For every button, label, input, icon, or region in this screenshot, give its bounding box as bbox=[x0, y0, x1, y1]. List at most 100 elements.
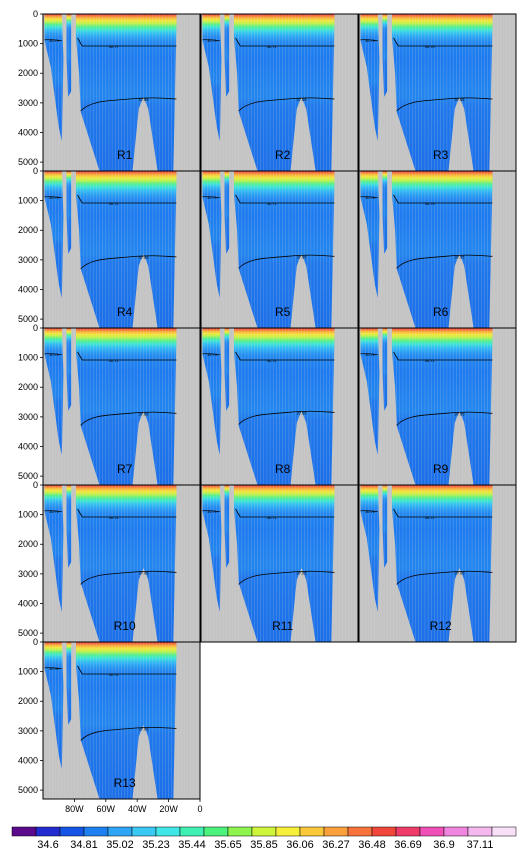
panel-r6: 36.79 36.79 37.05 R6 bbox=[358, 170, 517, 329]
deep-contour bbox=[80, 570, 177, 585]
x-tick-label: 0 bbox=[197, 804, 202, 814]
y-tick-label: 0 bbox=[33, 480, 38, 490]
colorbar-swatch bbox=[323, 826, 349, 837]
contours bbox=[44, 194, 177, 270]
contour-label: 36.71 bbox=[49, 352, 60, 357]
y-tick-label: 2000 bbox=[18, 68, 38, 78]
colorbar-swatch bbox=[131, 826, 157, 837]
contour-label: 37.05 bbox=[138, 97, 149, 102]
contour-label: 36.74 bbox=[267, 358, 278, 363]
mid-contour bbox=[393, 194, 493, 204]
panel-r10: 36.71 36.71 37.05 R10 0 1000 2000 3000 4000 5000 bbox=[18, 480, 201, 643]
y-tick-label: 1000 bbox=[18, 510, 38, 520]
x-tick-label: 40W bbox=[128, 804, 147, 814]
deep-contour bbox=[80, 97, 177, 112]
y-tick-label: 5000 bbox=[18, 785, 38, 795]
y-tick-label: 4000 bbox=[18, 755, 38, 765]
narrow-strip bbox=[382, 328, 388, 411]
contour-label: 36.71 bbox=[365, 509, 376, 514]
mid-contour bbox=[393, 351, 493, 361]
y-tick-label: 4000 bbox=[18, 441, 38, 451]
panel-r5: 36.71 36.71 37.05 R5 bbox=[200, 170, 359, 329]
contour-label: 36.72 bbox=[109, 201, 120, 206]
mid-contour bbox=[77, 508, 177, 518]
panel-r3: 36.79 36.76 37.05 R3 bbox=[358, 13, 517, 172]
cell-grid bbox=[43, 171, 200, 328]
upper-contour bbox=[360, 510, 378, 513]
deep-contour bbox=[396, 570, 493, 585]
colorbar-swatch bbox=[371, 826, 397, 837]
upper-contour bbox=[44, 510, 62, 513]
upper-contour bbox=[44, 353, 62, 356]
colorbar-swatch bbox=[275, 826, 301, 837]
x-tick-label: 80W bbox=[65, 804, 84, 814]
contour-label: 37.05 bbox=[296, 254, 307, 259]
deep-contour bbox=[396, 411, 493, 426]
contours bbox=[44, 37, 177, 112]
upper-contour bbox=[44, 39, 62, 42]
upper-contour bbox=[202, 353, 220, 356]
panel-frame bbox=[200, 484, 359, 643]
y-tick-label: 3000 bbox=[18, 255, 38, 265]
panel-r4: 36.79 36.72 37.05 R4 0 1000 2000 3000 4000 5000 bbox=[18, 166, 201, 329]
contours bbox=[44, 665, 177, 741]
contour-label: 37.05 bbox=[296, 97, 307, 102]
colorbar-swatch bbox=[35, 826, 61, 837]
mid-contour bbox=[77, 37, 177, 47]
contours bbox=[202, 194, 335, 269]
panel-label: R11 bbox=[272, 619, 293, 633]
panel-r12: 36.71 36.71 37.05 R12 bbox=[358, 484, 517, 643]
main-basin bbox=[233, 485, 335, 642]
contour-label: 36.71 bbox=[425, 515, 436, 520]
colorbar-tick-label: 36.27 bbox=[322, 839, 350, 851]
colorbar-tick-label: 35.02 bbox=[106, 839, 134, 851]
panel-frame bbox=[42, 641, 201, 800]
contour-label: 36.76 bbox=[425, 44, 436, 49]
upper-contour bbox=[44, 196, 62, 199]
main-basin bbox=[391, 328, 493, 485]
colorbar-swatch bbox=[155, 826, 181, 837]
colorbar-swatch bbox=[347, 826, 373, 837]
colorbar-swatch bbox=[395, 826, 421, 837]
upper-contour bbox=[202, 39, 220, 42]
main-basin bbox=[391, 485, 493, 642]
colorbar-tick-label: 36.48 bbox=[358, 839, 386, 851]
contour-label: 36.77 bbox=[109, 44, 120, 49]
panel-r9: 36.71 36.71 37.05 R9 bbox=[358, 327, 517, 486]
colorbar-swatch bbox=[179, 826, 205, 837]
y-tick-label: 3000 bbox=[18, 569, 38, 579]
deep-contour bbox=[80, 411, 177, 426]
contour-label: 36.71 bbox=[109, 358, 120, 363]
colorbar-swatch bbox=[59, 826, 85, 837]
upper-contour bbox=[44, 667, 62, 670]
panels: 36.7936.7737.05R101000200030004000500036… bbox=[18, 9, 517, 814]
deep-contour bbox=[80, 255, 177, 270]
contour-label: 36.71 bbox=[267, 515, 278, 520]
colorbar-swatch bbox=[107, 826, 133, 837]
panel-r8: 36.74 36.74 37.05 R8 bbox=[200, 327, 359, 486]
y-tick-label: 3000 bbox=[18, 98, 38, 108]
contour-label: 36.74 bbox=[207, 352, 218, 357]
deep-contour bbox=[396, 254, 493, 269]
contours bbox=[44, 508, 177, 585]
y-tick-label: 4000 bbox=[18, 284, 38, 294]
panel-label: R9 bbox=[433, 462, 449, 476]
panel-label: R4 bbox=[117, 305, 133, 319]
colorbar-tick-label: 37.11 bbox=[467, 839, 494, 851]
y-tick-label: 1000 bbox=[18, 39, 38, 49]
panel-frame bbox=[358, 484, 517, 643]
narrow-strip bbox=[66, 328, 72, 411]
y-tick-label: 3000 bbox=[18, 726, 38, 736]
deep-contour bbox=[80, 726, 177, 741]
mid-contour bbox=[77, 351, 177, 361]
cell-grid bbox=[359, 14, 516, 171]
contour-label: 37.05 bbox=[454, 254, 465, 259]
y-tick-label: 4000 bbox=[18, 127, 38, 137]
narrow-strip bbox=[224, 328, 230, 411]
contour-label: 36.71 bbox=[207, 195, 218, 200]
upper-contour bbox=[202, 510, 220, 513]
panel-label: R12 bbox=[430, 619, 452, 633]
y-tick-label: 2000 bbox=[18, 225, 38, 235]
colorbar-tick-label: 36.9 bbox=[433, 839, 454, 851]
colorbar-swatch bbox=[227, 826, 253, 837]
